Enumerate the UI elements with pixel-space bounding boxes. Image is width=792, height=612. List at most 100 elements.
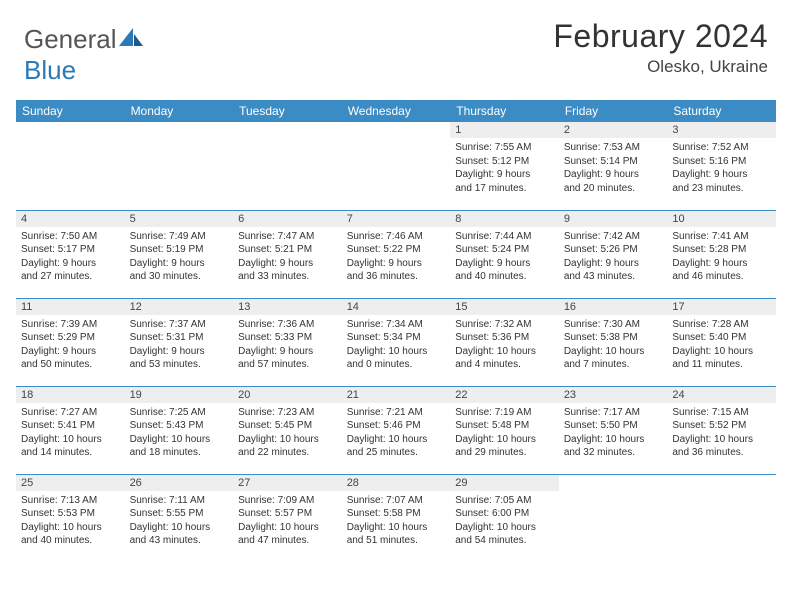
day-detail-line: Sunrise: 7:52 AM	[672, 141, 771, 155]
day-detail-line: Sunrise: 7:07 AM	[347, 494, 446, 508]
day-detail-line: Daylight: 9 hours	[455, 168, 554, 182]
brand-text: GeneralBlue	[24, 24, 143, 86]
day-detail-line: and 30 minutes.	[130, 270, 229, 284]
day-detail-line: Sunrise: 7:36 AM	[238, 318, 337, 332]
day-detail-line: and 33 minutes.	[238, 270, 337, 284]
day-detail-line: Sunset: 5:58 PM	[347, 507, 446, 521]
calendar-day-cell: 4Sunrise: 7:50 AMSunset: 5:17 PMDaylight…	[16, 210, 125, 298]
day-number: 2	[559, 122, 668, 138]
day-detail-line: Sunrise: 7:15 AM	[672, 406, 771, 420]
day-detail-line: Sunset: 5:29 PM	[21, 331, 120, 345]
day-details: Sunrise: 7:13 AMSunset: 5:53 PMDaylight:…	[16, 491, 125, 552]
day-detail-line: Sunrise: 7:09 AM	[238, 494, 337, 508]
day-detail-line: Daylight: 9 hours	[238, 345, 337, 359]
day-number: 28	[342, 475, 451, 491]
title-block: February 2024 Olesko, Ukraine	[553, 18, 768, 77]
day-detail-line: and 18 minutes.	[130, 446, 229, 460]
day-detail-line: and 20 minutes.	[564, 182, 663, 196]
day-detail-line: and 50 minutes.	[21, 358, 120, 372]
brand-text-2: Blue	[24, 55, 76, 85]
calendar-day-cell	[559, 474, 668, 562]
day-detail-line: Sunset: 5:36 PM	[455, 331, 554, 345]
day-detail-line: Daylight: 9 hours	[564, 168, 663, 182]
day-detail-line: Sunrise: 7:21 AM	[347, 406, 446, 420]
day-detail-line: and 57 minutes.	[238, 358, 337, 372]
day-detail-line: and 40 minutes.	[21, 534, 120, 548]
day-detail-line: and 27 minutes.	[21, 270, 120, 284]
calendar-day-cell: 20Sunrise: 7:23 AMSunset: 5:45 PMDayligh…	[233, 386, 342, 474]
day-detail-line: Daylight: 10 hours	[238, 433, 337, 447]
day-detail-line: and 43 minutes.	[564, 270, 663, 284]
day-details: Sunrise: 7:46 AMSunset: 5:22 PMDaylight:…	[342, 227, 451, 288]
weekday-header: Sunday	[16, 100, 125, 122]
day-details: Sunrise: 7:52 AMSunset: 5:16 PMDaylight:…	[667, 138, 776, 199]
day-detail-line: Sunset: 5:52 PM	[672, 419, 771, 433]
day-detail-line: Sunset: 5:22 PM	[347, 243, 446, 257]
calendar-table: Sunday Monday Tuesday Wednesday Thursday…	[16, 100, 776, 562]
day-detail-line: Sunrise: 7:41 AM	[672, 230, 771, 244]
weekday-header: Monday	[125, 100, 234, 122]
day-details: Sunrise: 7:23 AMSunset: 5:45 PMDaylight:…	[233, 403, 342, 464]
calendar-day-cell: 27 Sunrise: 7:09 AMSunset: 5:57 PMDayligh…	[233, 474, 342, 562]
day-detail-line: Sunset: 5:41 PM	[21, 419, 120, 433]
day-detail-line: and 29 minutes.	[455, 446, 554, 460]
day-detail-line: and 14 minutes.	[21, 446, 120, 460]
day-details: Sunrise: 7:30 AMSunset: 5:38 PMDaylight:…	[559, 315, 668, 376]
day-detail-line: Daylight: 9 hours	[130, 257, 229, 271]
day-detail-line: Sunset: 5:33 PM	[238, 331, 337, 345]
day-detail-line: Sunrise: 7:27 AM	[21, 406, 120, 420]
day-detail-line: Daylight: 10 hours	[455, 521, 554, 535]
calendar-day-cell: 28Sunrise: 7:07 AMSunset: 5:58 PMDayligh…	[342, 474, 451, 562]
calendar-day-cell: 15Sunrise: 7:32 AMSunset: 5:36 PMDayligh…	[450, 298, 559, 386]
day-detail-line: Daylight: 10 hours	[238, 521, 337, 535]
day-detail-line: and 32 minutes.	[564, 446, 663, 460]
day-detail-line: and 17 minutes.	[455, 182, 554, 196]
day-detail-line: Sunrise: 7:13 AM	[21, 494, 120, 508]
day-detail-line: and 54 minutes.	[455, 534, 554, 548]
day-detail-line: Sunrise: 7:25 AM	[130, 406, 229, 420]
calendar-day-cell	[125, 122, 234, 210]
day-details: Sunrise: 7:41 AMSunset: 5:28 PMDaylight:…	[667, 227, 776, 288]
day-detail-line: Sunset: 5:50 PM	[564, 419, 663, 433]
calendar-week-row: 11Sunrise: 7:39 AMSunset: 5:29 PMDayligh…	[16, 298, 776, 386]
day-detail-line: Daylight: 10 hours	[564, 345, 663, 359]
day-number: 3	[667, 122, 776, 138]
day-detail-line: Sunset: 5:43 PM	[130, 419, 229, 433]
calendar-day-cell: 12Sunrise: 7:37 AMSunset: 5:31 PMDayligh…	[125, 298, 234, 386]
calendar-day-cell: 16Sunrise: 7:30 AMSunset: 5:38 PMDayligh…	[559, 298, 668, 386]
calendar-day-cell: 25Sunrise: 7:13 AMSunset: 5:53 PMDayligh…	[16, 474, 125, 562]
day-number: 26	[125, 475, 234, 491]
day-detail-line: Daylight: 10 hours	[130, 433, 229, 447]
calendar-day-cell: 11Sunrise: 7:39 AMSunset: 5:29 PMDayligh…	[16, 298, 125, 386]
day-detail-line: Sunset: 5:40 PM	[672, 331, 771, 345]
day-detail-line: and 23 minutes.	[672, 182, 771, 196]
day-detail-line: Sunrise: 7:05 AM	[455, 494, 554, 508]
brand-logo: GeneralBlue	[24, 24, 143, 86]
day-number: 27	[233, 475, 342, 491]
day-detail-line: Sunset: 5:48 PM	[455, 419, 554, 433]
day-detail-line: Sunset: 5:57 PM	[238, 507, 337, 521]
day-number: 17	[667, 299, 776, 315]
calendar-day-cell: 24Sunrise: 7:15 AMSunset: 5:52 PMDayligh…	[667, 386, 776, 474]
day-detail-line: and 22 minutes.	[238, 446, 337, 460]
day-detail-line: Sunset: 5:17 PM	[21, 243, 120, 257]
day-details: Sunrise: 7:47 AMSunset: 5:21 PMDaylight:…	[233, 227, 342, 288]
day-details: Sunrise: 7:07 AMSunset: 5:58 PMDaylight:…	[342, 491, 451, 552]
day-detail-line: Sunrise: 7:46 AM	[347, 230, 446, 244]
day-detail-line: Daylight: 10 hours	[347, 433, 446, 447]
day-detail-line: Daylight: 10 hours	[347, 521, 446, 535]
day-detail-line: and 47 minutes.	[238, 534, 337, 548]
day-number: 19	[125, 387, 234, 403]
day-number: 16	[559, 299, 668, 315]
day-number: 6	[233, 211, 342, 227]
day-detail-line: Sunrise: 7:28 AM	[672, 318, 771, 332]
day-detail-line: Sunrise: 7:39 AM	[21, 318, 120, 332]
calendar-day-cell: 17Sunrise: 7:28 AMSunset: 5:40 PMDayligh…	[667, 298, 776, 386]
calendar-day-cell: 1Sunrise: 7:55 AMSunset: 5:12 PMDaylight…	[450, 122, 559, 210]
day-detail-line: and 7 minutes.	[564, 358, 663, 372]
day-detail-line: Daylight: 9 hours	[347, 257, 446, 271]
day-details: Sunrise: 7:19 AMSunset: 5:48 PMDaylight:…	[450, 403, 559, 464]
day-details: Sunrise: 7:44 AMSunset: 5:24 PMDaylight:…	[450, 227, 559, 288]
day-details: Sunrise: 7:55 AMSunset: 5:12 PMDaylight:…	[450, 138, 559, 199]
day-detail-line: Sunrise: 7:23 AM	[238, 406, 337, 420]
